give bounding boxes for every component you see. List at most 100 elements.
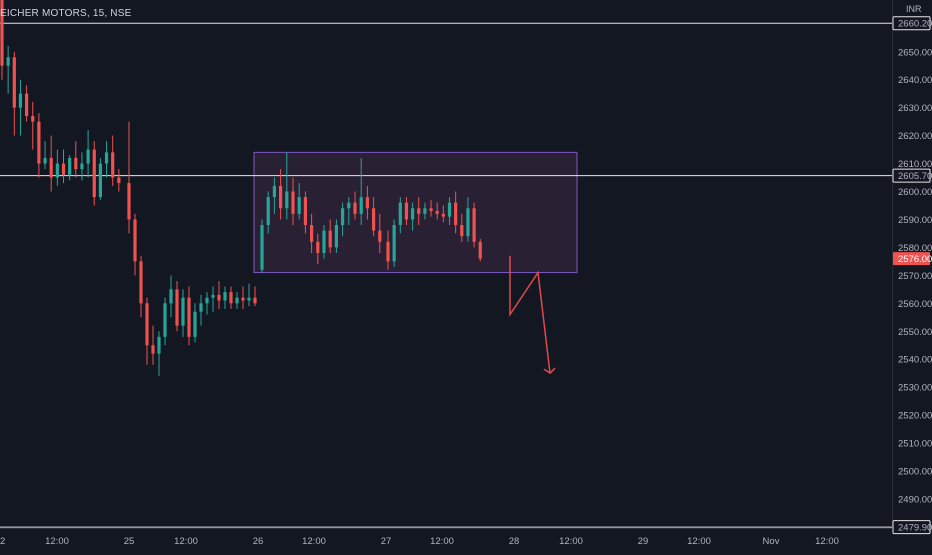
candle[interactable] [163, 297, 167, 346]
candle[interactable] [447, 197, 452, 226]
candle[interactable] [157, 331, 161, 376]
candle[interactable] [398, 197, 402, 234]
candle-body [211, 294, 215, 298]
candle[interactable] [151, 325, 155, 365]
candle[interactable] [378, 213, 382, 253]
y-tick-label: 2590.00 [898, 215, 932, 226]
candle[interactable] [322, 225, 326, 259]
candle[interactable] [435, 202, 439, 220]
candle[interactable] [316, 233, 320, 265]
candle[interactable] [303, 191, 307, 234]
candle-body [347, 202, 351, 209]
candle[interactable] [0, 0, 4, 80]
candle-body [279, 185, 283, 209]
candle[interactable] [310, 213, 314, 253]
candle-body [310, 225, 314, 242]
candle[interactable] [229, 286, 233, 309]
candle[interactable] [297, 183, 301, 220]
candle-body [43, 157, 47, 164]
candle[interactable] [55, 149, 59, 186]
candle[interactable] [441, 205, 445, 223]
candle-body [175, 289, 179, 326]
candle[interactable] [211, 286, 215, 312]
candle[interactable] [341, 202, 345, 237]
candle[interactable] [61, 149, 66, 184]
candle[interactable] [31, 102, 35, 150]
candle[interactable] [347, 197, 351, 226]
candle[interactable] [365, 185, 369, 220]
candle[interactable] [193, 303, 197, 343]
candle[interactable] [285, 152, 289, 220]
candle[interactable] [223, 286, 227, 309]
candle[interactable] [6, 46, 10, 94]
candle[interactable] [423, 202, 427, 220]
candle[interactable] [392, 219, 396, 267]
candle-body [133, 219, 137, 262]
candle[interactable] [272, 177, 276, 214]
candle[interactable] [235, 292, 239, 309]
candle[interactable] [25, 85, 29, 122]
candle[interactable] [472, 202, 476, 248]
candle[interactable] [460, 213, 464, 242]
consolidation-box[interactable] [253, 151, 578, 274]
candle[interactable] [466, 197, 470, 242]
candle[interactable] [117, 169, 121, 192]
candle[interactable] [199, 294, 203, 326]
candle[interactable] [37, 113, 41, 178]
y-tick-label: 2650.00 [898, 47, 932, 58]
candle[interactable] [104, 141, 109, 178]
candle[interactable] [49, 135, 53, 192]
candle[interactable] [266, 191, 270, 234]
candle[interactable] [253, 286, 257, 307]
candle[interactable] [279, 169, 283, 220]
candle[interactable] [111, 135, 115, 186]
candle-body [328, 230, 332, 248]
candle[interactable] [127, 121, 131, 234]
candle[interactable] [359, 157, 363, 226]
candle[interactable] [92, 141, 96, 206]
candle-body [163, 303, 167, 337]
candle[interactable] [241, 286, 245, 309]
candle[interactable] [478, 239, 482, 262]
candle[interactable] [18, 79, 23, 136]
candle[interactable] [145, 297, 149, 365]
candle[interactable] [328, 219, 332, 253]
candle[interactable] [417, 197, 421, 226]
candle[interactable] [133, 213, 137, 276]
candle[interactable] [181, 289, 185, 337]
candle[interactable] [43, 141, 47, 170]
candle[interactable] [386, 230, 390, 270]
candle[interactable] [454, 191, 458, 234]
candle[interactable] [372, 197, 376, 237]
candle-body [111, 152, 115, 178]
candle[interactable] [169, 275, 173, 318]
candle-body [253, 297, 257, 304]
candle[interactable] [74, 141, 78, 178]
candle-body [98, 163, 102, 198]
candle[interactable] [260, 219, 264, 273]
candle[interactable] [353, 191, 357, 220]
candle[interactable] [12, 51, 16, 136]
candle[interactable] [68, 155, 72, 181]
projection-arrow[interactable] [509, 255, 551, 374]
candle[interactable] [411, 202, 415, 231]
candle[interactable] [86, 130, 90, 178]
y-tick-label: 2580.00 [898, 243, 932, 254]
candle[interactable] [139, 255, 143, 318]
candle[interactable] [404, 197, 409, 226]
candle[interactable] [334, 219, 338, 253]
candle[interactable] [205, 292, 209, 315]
candle-body [145, 303, 149, 346]
candle[interactable] [187, 286, 191, 346]
candle[interactable] [175, 280, 179, 332]
candle[interactable] [291, 177, 295, 226]
candle[interactable] [217, 280, 221, 309]
candle-body [25, 93, 29, 117]
candle[interactable] [98, 157, 102, 200]
candle[interactable] [80, 152, 84, 181]
candle[interactable] [429, 199, 433, 217]
candle[interactable] [247, 283, 251, 307]
candle-body [241, 297, 245, 301]
